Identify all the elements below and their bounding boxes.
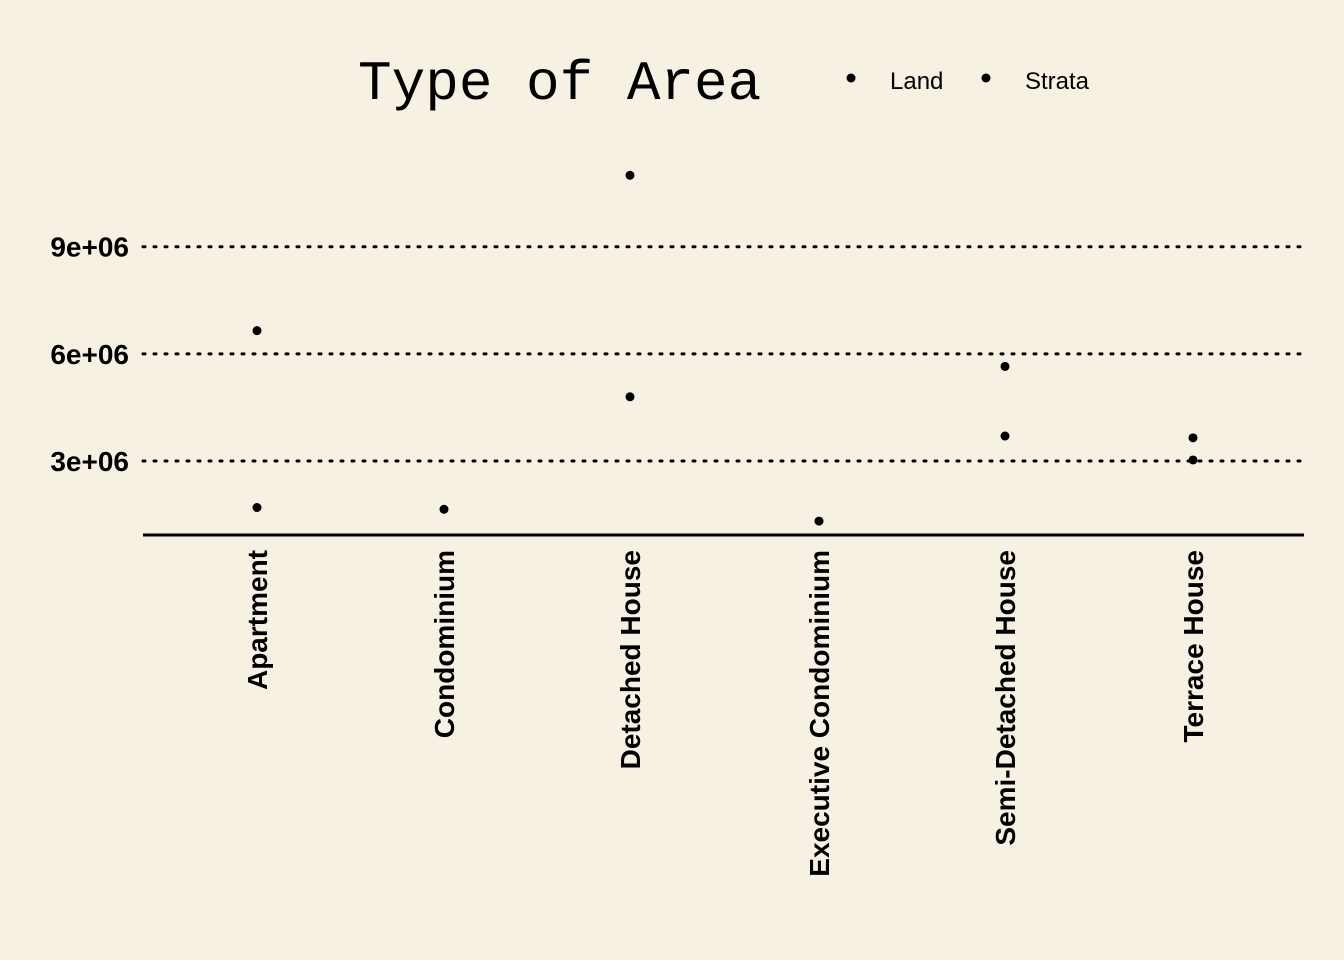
- data-point-strata: [814, 516, 824, 526]
- legend: Land Strata: [846, 68, 1090, 95]
- x-tick-label: Semi-Detached House: [990, 550, 1021, 846]
- gridlines: [141, 245, 1306, 463]
- y-axis-ticks: 3e+06 6e+06 9e+06: [50, 232, 129, 477]
- data-point-land: [1000, 361, 1010, 371]
- y-tick-label: 9e+06: [50, 232, 129, 263]
- legend-marker-strata: [981, 73, 991, 83]
- legend-label-land: Land: [890, 68, 943, 95]
- data-point-land: [625, 392, 635, 402]
- data-point-land: [1000, 431, 1010, 441]
- legend-marker-land: [846, 73, 856, 83]
- y-tick-label: 6e+06: [50, 339, 129, 370]
- data-point-land: [625, 170, 635, 180]
- data-point-land: [1188, 455, 1198, 465]
- data-point-strata: [439, 504, 449, 514]
- x-tick-label: Apartment: [242, 550, 273, 690]
- x-tick-label: Detached House: [615, 550, 646, 769]
- legend-label-strata: Strata: [1025, 68, 1090, 95]
- x-tick-label: Executive Condominium: [804, 550, 835, 877]
- data-points: [252, 170, 1198, 526]
- chart-title: Type of Area: [358, 52, 761, 116]
- data-point-land: [1188, 433, 1198, 443]
- data-point-strata: [252, 502, 262, 512]
- y-tick-label: 3e+06: [50, 446, 129, 477]
- data-point-strata: [252, 326, 262, 336]
- x-axis-ticks: Apartment Condominium Detached House Execut…: [242, 550, 1209, 877]
- x-tick-label: Terrace House: [1178, 550, 1209, 742]
- x-tick-label: Condominium: [429, 550, 460, 738]
